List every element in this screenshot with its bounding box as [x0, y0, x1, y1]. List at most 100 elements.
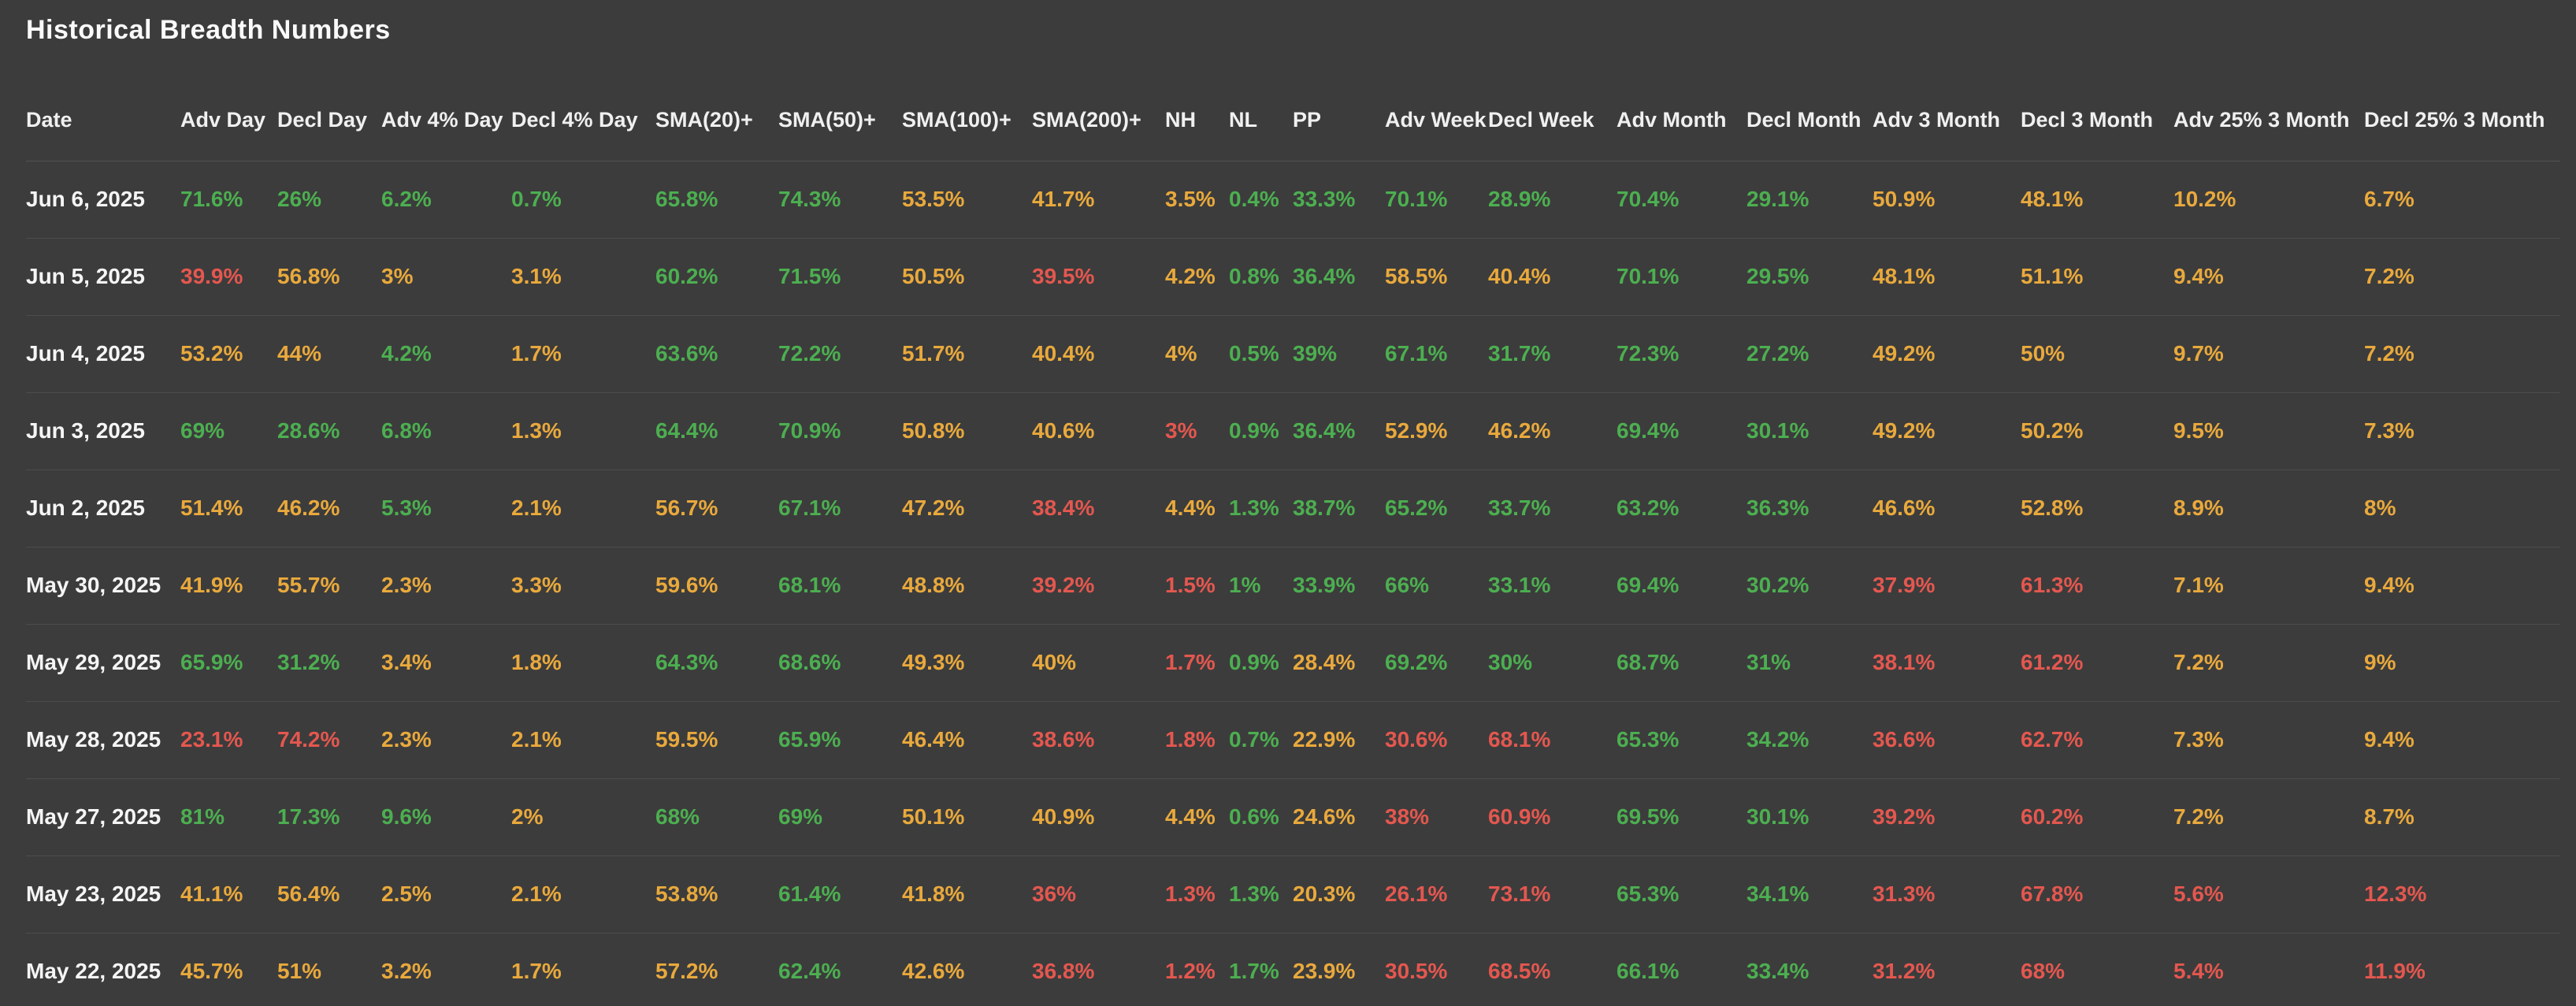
value-cell: 7.2% [2173, 804, 2224, 829]
value-cell: 44% [277, 341, 322, 366]
date-cell: May 29, 2025 [26, 650, 161, 674]
value-cell: 3.1% [511, 264, 562, 288]
value-cell: 39.2% [1032, 573, 1095, 597]
value-cell: 38% [1385, 804, 1430, 829]
value-cell: 10.2% [2173, 187, 2236, 211]
value-cell: 61.4% [778, 882, 841, 906]
value-cell: 0.9% [1229, 418, 1279, 443]
value-cell: 38.6% [1032, 727, 1095, 752]
column-header-pp: PP [1293, 108, 1322, 132]
column-header-decl-3-month: Decl 3 Month [2021, 108, 2154, 132]
value-cell: 69.4% [1616, 573, 1680, 597]
value-cell: 73.1% [1488, 882, 1551, 906]
value-cell: 1.2% [1165, 959, 1216, 984]
value-cell: 68.5% [1488, 959, 1551, 984]
value-cell: 9.6% [381, 804, 432, 829]
column-header-decl-week: Decl Week [1488, 108, 1594, 132]
value-cell: 1.8% [511, 650, 562, 674]
value-cell: 30.6% [1385, 727, 1448, 752]
value-cell: 31.7% [1488, 341, 1551, 366]
value-cell: 59.6% [655, 573, 718, 597]
value-cell: 68% [655, 804, 700, 829]
value-cell: 39.2% [1873, 804, 1936, 829]
value-cell: 31.3% [1873, 882, 1936, 906]
value-cell: 51% [277, 959, 322, 984]
value-cell: 2.3% [381, 573, 432, 597]
value-cell: 33.9% [1293, 573, 1356, 597]
value-cell: 23.1% [180, 727, 243, 752]
value-cell: 65.3% [1616, 727, 1680, 752]
table-row: May 29, 2025 65.9% 31.2% 3.4% 1.8% 64.3% 68.6%… [26, 624, 2560, 701]
value-cell: 69.4% [1616, 418, 1680, 443]
value-cell: 49.2% [1873, 418, 1936, 443]
value-cell: 4.4% [1165, 804, 1216, 829]
value-cell: 5.3% [381, 496, 432, 520]
value-cell: 9.7% [2173, 341, 2224, 366]
table-row: May 22, 2025 45.7% 51% 3.2% 1.7% 57.2% 62.4% 42… [26, 933, 2560, 1006]
value-cell: 3.5% [1165, 187, 1216, 211]
value-cell: 40.6% [1032, 418, 1095, 443]
value-cell: 31.2% [277, 650, 340, 674]
value-cell: 58.5% [1385, 264, 1448, 288]
value-cell: 17.3% [277, 804, 340, 829]
value-cell: 3% [1165, 418, 1197, 443]
value-cell: 41.9% [180, 573, 243, 597]
value-cell: 1.7% [511, 341, 562, 366]
date-cell: May 28, 2025 [26, 727, 161, 752]
value-cell: 7.1% [2173, 573, 2224, 597]
value-cell: 39% [1293, 341, 1338, 366]
value-cell: 56.4% [277, 882, 340, 906]
value-cell: 0.4% [1229, 187, 1279, 211]
value-cell: 0.9% [1229, 650, 1279, 674]
value-cell: 34.2% [1746, 727, 1810, 752]
value-cell: 59.5% [655, 727, 718, 752]
column-header-date: Date [26, 108, 72, 132]
value-cell: 7.3% [2173, 727, 2224, 752]
value-cell: 28.6% [277, 418, 340, 443]
value-cell: 40.4% [1032, 341, 1095, 366]
value-cell: 60.2% [2021, 804, 2084, 829]
date-cell: May 27, 2025 [26, 804, 161, 829]
value-cell: 0.7% [511, 187, 562, 211]
value-cell: 7.2% [2364, 341, 2415, 366]
value-cell: 65.8% [655, 187, 718, 211]
value-cell: 6.7% [2364, 187, 2415, 211]
value-cell: 7.2% [2173, 650, 2224, 674]
column-header-decl-month: Decl Month [1746, 108, 1861, 132]
page-title: Historical Breadth Numbers [26, 15, 391, 45]
value-cell: 30.1% [1746, 418, 1810, 443]
value-cell: 46.6% [1873, 496, 1936, 520]
value-cell: 4.4% [1165, 496, 1216, 520]
value-cell: 69% [180, 418, 225, 443]
value-cell: 1.7% [1165, 650, 1216, 674]
value-cell: 0.6% [1229, 804, 1279, 829]
value-cell: 4.2% [381, 341, 432, 366]
value-cell: 51.4% [180, 496, 243, 520]
value-cell: 29.1% [1746, 187, 1810, 211]
value-cell: 65.9% [180, 650, 243, 674]
date-cell: May 30, 2025 [26, 573, 161, 597]
table-row: May 30, 2025 41.9% 55.7% 2.3% 3.3% 59.6% 68.1%… [26, 547, 2560, 624]
value-cell: 56.8% [277, 264, 340, 288]
value-cell: 74.2% [277, 727, 340, 752]
value-cell: 0.7% [1229, 727, 1279, 752]
value-cell: 31% [1746, 650, 1791, 674]
value-cell: 9.4% [2364, 573, 2415, 597]
value-cell: 53.2% [180, 341, 243, 366]
value-cell: 36.3% [1746, 496, 1810, 520]
column-header-decl-25-3-month: Decl 25% 3 Month [2364, 108, 2545, 132]
value-cell: 6.2% [381, 187, 432, 211]
value-cell: 45.7% [180, 959, 243, 984]
column-header-sma-20: SMA(20)+ [655, 108, 753, 132]
value-cell: 38.4% [1032, 496, 1095, 520]
value-cell: 37.9% [1873, 573, 1936, 597]
value-cell: 63.6% [655, 341, 718, 366]
value-cell: 61.3% [2021, 573, 2084, 597]
table-row: May 23, 2025 41.1% 56.4% 2.5% 2.1% 53.8% 61.4%… [26, 856, 2560, 933]
value-cell: 2.3% [381, 727, 432, 752]
table-row: May 27, 2025 81% 17.3% 9.6% 2% 68% 69% 50.1% 40.… [26, 778, 2560, 856]
value-cell: 70.4% [1616, 187, 1680, 211]
date-cell: Jun 3, 2025 [26, 418, 145, 443]
value-cell: 72.3% [1616, 341, 1680, 366]
value-cell: 2.1% [511, 882, 562, 906]
